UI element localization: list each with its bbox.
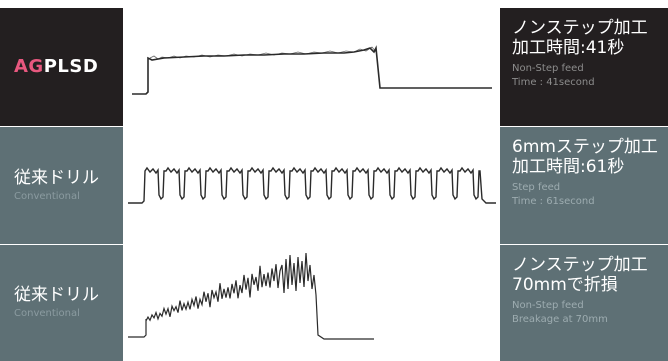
label-jp: 従来ドリル xyxy=(14,167,99,188)
label-cell: 従来ドリル Conventional xyxy=(0,127,123,244)
load-graph-agplsd xyxy=(124,8,499,126)
info-sub-line1: Step feed xyxy=(512,182,561,193)
info-sub-line2: Time : 61second xyxy=(512,196,595,207)
load-graph-step xyxy=(124,127,499,244)
info-title-line1: ノンステップ加工 xyxy=(512,255,648,275)
row-conventional-breakage: 従来ドリル Conventional ノンステップ加工 70mmで折損 Non-… xyxy=(0,245,668,361)
label-cell: 従来ドリル Conventional xyxy=(0,245,123,361)
row-agplsd: AGPLSD ノンステップ加工 加工時間:41秒 Non-Step feed T… xyxy=(0,8,668,126)
info-sub-line1: Non-Step feed xyxy=(512,63,584,74)
info-title-line1: 6mmステップ加工 xyxy=(512,137,658,157)
waveform-noise xyxy=(149,46,377,60)
label-en: Conventional xyxy=(14,190,80,202)
info-sub-line2: Time : 41second xyxy=(512,77,595,88)
waveform-step xyxy=(128,166,496,204)
waveform-breakage xyxy=(128,252,374,340)
brand-rest: PLSD xyxy=(43,56,99,77)
info-sub-line1: Non-Step feed xyxy=(512,300,584,311)
brand-accent: AG xyxy=(14,56,44,77)
label-en: Conventional xyxy=(14,308,80,319)
info-title-line1: ノンステップ加工 xyxy=(512,18,648,38)
waveform-trace xyxy=(132,45,492,95)
waveform-trace xyxy=(128,166,496,204)
load-graph-breakage xyxy=(124,245,499,361)
waveform-trace xyxy=(128,252,374,340)
brand-cell: AGPLSD xyxy=(0,8,123,126)
row-conventional-step: 従来ドリル Conventional 6mmステップ加工 加工時間:61秒 St… xyxy=(0,127,668,244)
info-title-line2: 70mmで折損 xyxy=(512,275,618,295)
info-cell: ノンステップ加工 70mmで折損 Non-Step feed Breakage … xyxy=(500,245,668,361)
label-jp: 従来ドリル xyxy=(14,285,99,305)
info-cell: ノンステップ加工 加工時間:41秒 Non-Step feed Time : 4… xyxy=(500,8,668,126)
info-cell: 6mmステップ加工 加工時間:61秒 Step feed Time : 61se… xyxy=(500,127,668,244)
brand-logo: AGPLSD xyxy=(14,57,123,77)
info-title-line2: 加工時間:41秒 xyxy=(512,38,625,58)
info-title-line2: 加工時間:61秒 xyxy=(512,157,625,177)
info-sub-line2: Breakage at 70mm xyxy=(512,314,608,325)
waveform-agplsd xyxy=(132,45,492,95)
